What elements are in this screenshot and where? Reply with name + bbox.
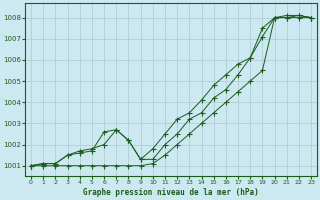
X-axis label: Graphe pression niveau de la mer (hPa): Graphe pression niveau de la mer (hPa) — [83, 188, 259, 197]
